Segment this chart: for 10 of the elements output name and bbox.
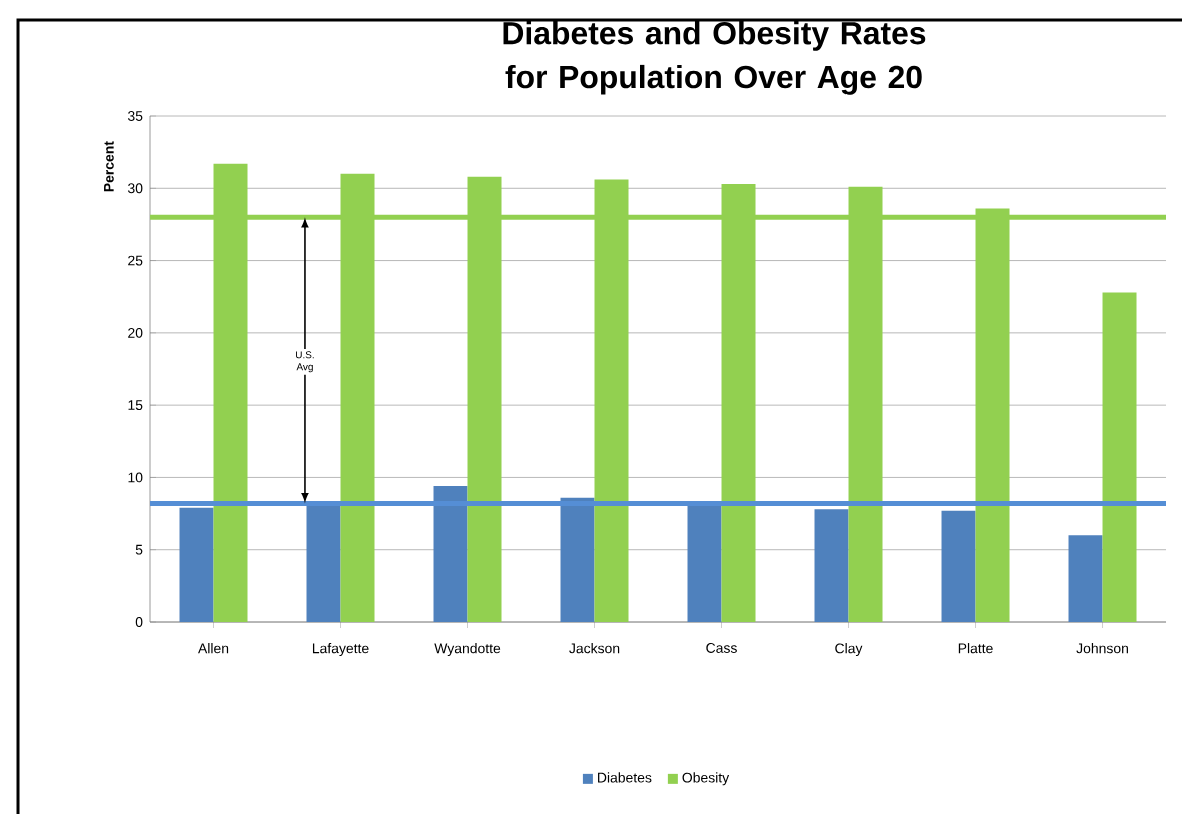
bar <box>306 502 341 622</box>
bar <box>687 503 722 622</box>
bar <box>1068 535 1103 622</box>
chart-title: Diabetes and Obesity Rates for Population Over Age 20 <box>503 21 926 95</box>
bar <box>814 509 849 622</box>
bar <box>433 486 468 622</box>
bar <box>179 507 214 622</box>
bar <box>1102 292 1137 622</box>
bar <box>560 497 595 622</box>
bar <box>941 510 976 622</box>
